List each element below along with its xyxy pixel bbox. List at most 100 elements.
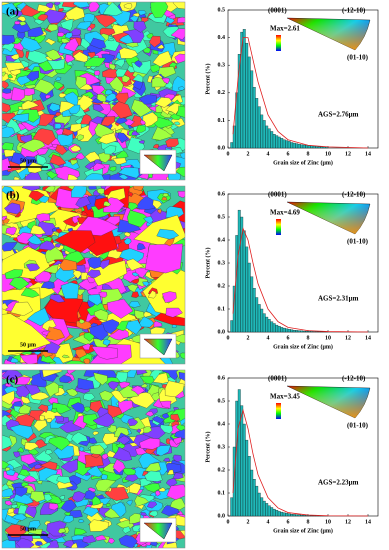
histogram-bar xyxy=(302,144,306,149)
histogram-bar xyxy=(255,485,259,517)
y-tick-label: 0.1 xyxy=(218,118,226,124)
y-tick-label: 0.2 xyxy=(218,283,226,289)
histogram-bar xyxy=(300,144,304,149)
grain xyxy=(92,431,99,436)
grain xyxy=(9,424,34,440)
y-tick-label: 0.3 xyxy=(218,444,226,450)
ipf-colorbar xyxy=(276,219,281,235)
grain xyxy=(91,346,118,360)
grain xyxy=(11,504,18,509)
histogram-bar xyxy=(310,145,314,149)
grain xyxy=(57,133,74,147)
map-frame xyxy=(1,185,186,365)
grain xyxy=(174,429,185,439)
grain xyxy=(76,134,84,141)
grain xyxy=(27,307,50,327)
grain xyxy=(70,402,85,414)
grain xyxy=(130,385,145,396)
histogram-bar xyxy=(270,507,274,517)
histogram-bar xyxy=(305,145,309,149)
scale-bar-label: 50 μm xyxy=(20,158,36,164)
grain xyxy=(140,119,146,126)
grain xyxy=(27,234,43,245)
grain xyxy=(89,519,110,532)
grain xyxy=(118,34,134,44)
x-tick-label: 14 xyxy=(365,151,371,157)
x-tick-label: 2 xyxy=(247,335,250,341)
grain xyxy=(101,53,116,64)
panel-label: (a) xyxy=(6,6,19,18)
grain xyxy=(86,465,103,478)
histogram-bar xyxy=(280,327,284,333)
histogram-bar xyxy=(260,114,264,149)
histogram-bar xyxy=(255,297,259,333)
histogram-bar xyxy=(307,145,311,149)
histogram-bar xyxy=(267,319,271,333)
grain xyxy=(177,16,185,24)
grain xyxy=(4,524,27,538)
grain xyxy=(112,157,127,165)
grain xyxy=(2,34,15,45)
histogram-bar xyxy=(247,56,251,149)
histogram-bar xyxy=(252,87,256,149)
grain xyxy=(2,370,23,381)
scale-bar-label: 50 μm xyxy=(20,526,36,532)
histogram-bar xyxy=(257,492,261,517)
grain xyxy=(58,92,67,98)
grain xyxy=(92,412,115,428)
grain xyxy=(123,3,133,10)
ipf-label: (0001) xyxy=(268,191,287,199)
grain xyxy=(133,186,144,191)
grain xyxy=(70,145,82,152)
grain xyxy=(61,354,70,359)
histogram-bar xyxy=(305,330,309,333)
y-tick-label: 0.0 xyxy=(218,513,226,519)
grain xyxy=(155,104,163,113)
ipf-label: (01-10) xyxy=(347,238,369,246)
x-tick-label: 8 xyxy=(307,151,310,157)
scale-bar-label: 50 μm xyxy=(20,342,36,348)
grain xyxy=(96,188,105,195)
histogram-bar xyxy=(275,135,279,149)
grain xyxy=(158,487,166,492)
histogram-bar xyxy=(240,405,244,517)
grain xyxy=(73,2,91,8)
histogram-bar xyxy=(285,328,289,333)
histogram-bar xyxy=(282,139,286,149)
y-axis-label: Percent (%) xyxy=(204,431,211,462)
grain xyxy=(26,70,39,82)
grain xyxy=(2,126,16,138)
grain xyxy=(104,89,113,96)
grain xyxy=(19,21,27,26)
x-tick-label: 6 xyxy=(287,335,290,341)
grain xyxy=(146,501,158,509)
grain xyxy=(155,490,161,497)
histogram-bar xyxy=(250,70,254,149)
grain xyxy=(2,217,10,224)
grain xyxy=(2,488,14,498)
grain xyxy=(56,228,63,234)
grain xyxy=(7,508,15,514)
fit-curve xyxy=(232,37,369,149)
grain xyxy=(64,360,87,364)
histogram-bar xyxy=(292,330,296,333)
ebsd-map xyxy=(2,186,185,364)
grain xyxy=(152,372,169,384)
histogram-bar xyxy=(267,505,271,517)
grain xyxy=(131,291,140,298)
grain xyxy=(84,173,105,180)
grain xyxy=(104,508,121,519)
grain xyxy=(127,301,141,308)
grain xyxy=(165,102,181,115)
grain xyxy=(145,544,153,548)
grain xyxy=(22,475,38,483)
y-tick-label: 0.4 xyxy=(218,35,226,41)
grain xyxy=(170,28,185,40)
grain xyxy=(72,215,83,224)
grain xyxy=(178,86,185,91)
histogram-bar xyxy=(287,513,291,517)
map-frame xyxy=(1,369,186,549)
grain xyxy=(164,380,185,398)
x-tick-label: 10 xyxy=(325,519,331,525)
grain xyxy=(57,528,67,534)
